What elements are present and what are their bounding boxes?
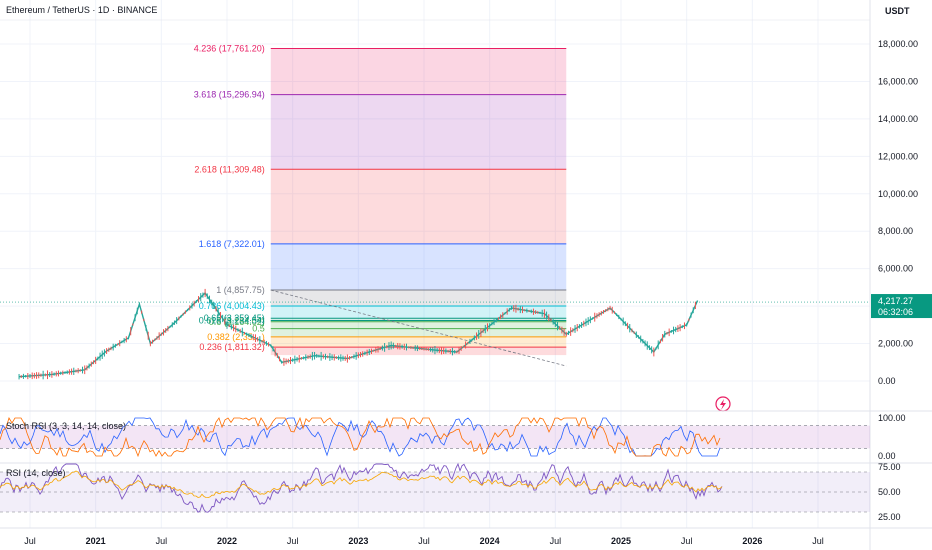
rsi-axis-tick-label: 25.00 [878, 512, 901, 522]
fib-zone-0.6 [270, 321, 567, 329]
last-price-tag [871, 294, 932, 319]
fib-zone-0.786 [270, 306, 567, 319]
stoch-d-line [0, 416, 721, 458]
fib-level-label: 0.236 (1,811.32) [199, 342, 264, 352]
rsi-axis-tick-label: 75.00 [878, 462, 901, 472]
fib-zone-0 [270, 347, 567, 356]
stoch-k-line [0, 417, 721, 457]
fib-level-label: 0.786 (4,004.43) [199, 301, 265, 311]
last-price-countdown: 06:32:06 [878, 307, 913, 317]
time-axis-tick-label: 2024 [480, 536, 500, 546]
fib-zone-4.236 [270, 48, 567, 95]
fib-zone-0.5 [270, 328, 567, 337]
time-axis-tick-label: Jul [156, 536, 168, 546]
fib-level-label: 3.618 (15,296.94) [194, 90, 265, 100]
price-axis-tick-label: 14,000.00 [878, 114, 918, 124]
fib-zone-0.382 [270, 336, 567, 348]
fib-zone-2.618 [270, 169, 567, 244]
stoch-axis-tick-label: 100.00 [878, 413, 906, 423]
time-axis-tick-label: Jul [550, 536, 562, 546]
rsi-title: RSI (14, close) [6, 468, 66, 478]
time-axis-tick-label: 2022 [217, 536, 237, 546]
fib-level-label: 2.618 (11,309.48) [194, 164, 264, 174]
fib-zone-0.618 [270, 320, 567, 322]
fib-level-label: 0.6 (3,164.02) [209, 317, 265, 327]
rsi-axis-tick-label: 50.00 [878, 487, 901, 497]
fib-level-label: 1.618 (7,322.01) [199, 239, 265, 249]
fib-level-label: 0.618 (3,234.54) [199, 315, 265, 325]
fib-level-label: 0.5 [252, 324, 265, 334]
stoch-title: Stoch RSI (3, 3, 14, 14, close) [6, 421, 126, 431]
time-axis-tick-label: 2026 [742, 536, 762, 546]
alert-bolt-icon-glyph [720, 399, 726, 410]
price-axis-tick-label: 16,000.00 [878, 76, 918, 86]
fib-zone-1 [270, 290, 567, 307]
chart-title: Ethereum / TetherUS · 1D · BINANCE [6, 5, 158, 15]
time-axis-tick-label: Jul [418, 536, 430, 546]
time-axis-tick-label: 2025 [611, 536, 631, 546]
fib-level-label: 4.236 (17,761.20) [194, 43, 265, 53]
stoch-axis-tick-label: 0.00 [878, 451, 896, 461]
price-axis-tick-label: 8,000.00 [878, 226, 913, 236]
time-axis-tick-label: 2021 [86, 536, 106, 546]
fib-trend-line [270, 289, 567, 367]
time-axis-tick-label: Jul [812, 536, 824, 546]
price-axis-tick-label: 6,000.00 [878, 264, 913, 274]
price-axis-tick-label: 10,000.00 [878, 189, 918, 199]
price-axis-tick-label: 12,000.00 [878, 151, 918, 161]
fib-level-label: 1 (4,857.75) [216, 285, 265, 295]
price-axis-tick-label: 0.00 [878, 376, 896, 386]
time-axis-tick-label: Jul [681, 536, 693, 546]
rsi-line [0, 462, 723, 513]
fib-zone-1.618 [270, 243, 567, 291]
fib-zone-3.618 [270, 94, 567, 170]
price-unit-label: USDT [885, 6, 910, 16]
time-axis-tick-label: 2023 [348, 536, 368, 546]
rsi-ma-line [0, 470, 723, 499]
price-axis-tick-label: 18,000.00 [878, 39, 918, 49]
time-axis-tick-label: Jul [287, 536, 299, 546]
fib-level-label: 0.65 (3,359.45) [204, 313, 265, 323]
fib-level-label: 0.382 (2,35…) [207, 332, 265, 342]
last-price-value: 4,217.27 [878, 296, 913, 306]
fib-zone-0.65 [270, 318, 567, 321]
price-axis-tick-label: 2,000.00 [878, 339, 913, 349]
time-axis-tick-label: Jul [24, 536, 36, 546]
